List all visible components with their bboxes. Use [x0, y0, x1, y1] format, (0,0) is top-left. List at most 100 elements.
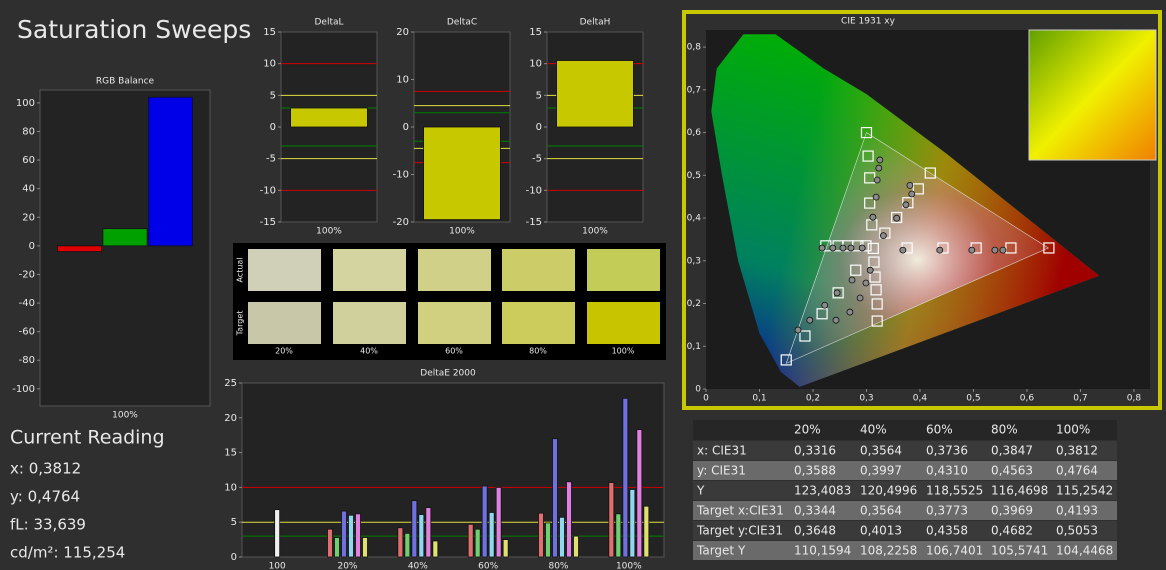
bar — [348, 514, 354, 558]
table-cell: 0,3316 — [794, 444, 836, 458]
y-tick-label: 25 — [224, 378, 237, 389]
y-tick-label: 15 — [263, 27, 276, 38]
target-marker — [902, 197, 914, 209]
actual-marker — [899, 246, 907, 254]
chart-title: DeltaC — [447, 18, 477, 28]
reading-line: cd/m²: 115,254 — [10, 544, 125, 562]
bar — [559, 516, 565, 558]
actual-marker — [879, 232, 887, 240]
x-tick-label: 40% — [408, 562, 428, 570]
y-tick-label: 0,1 — [687, 342, 701, 352]
chart-title: DeltaH — [580, 18, 611, 28]
bar — [102, 228, 148, 247]
x-tick-label: 0,2 — [806, 394, 820, 404]
bar — [615, 513, 622, 558]
bar — [545, 522, 551, 558]
actual-marker — [875, 164, 883, 172]
y-tick-label: 0 — [695, 385, 701, 395]
table-row-label: Y — [696, 484, 705, 498]
target-marker — [924, 167, 936, 179]
table-header-row — [693, 420, 1117, 440]
table-cell: 0,3564 — [860, 444, 902, 458]
table-row-label: Target Y — [696, 544, 746, 558]
x-tick-label: 100% — [316, 227, 342, 237]
table-column-header: 80% — [991, 423, 1018, 437]
target-marker — [871, 298, 883, 310]
actual-marker — [873, 176, 881, 184]
x-tick-label: 80% — [548, 562, 568, 570]
table-cell: 0,4013 — [860, 524, 902, 538]
y-tick-label: 20 — [396, 27, 409, 38]
zoom-inset — [1028, 29, 1157, 161]
x-tick-label: 0,6 — [1020, 394, 1035, 404]
y-tick-label: -5 — [532, 154, 542, 165]
actual-marker — [839, 244, 847, 252]
bar — [643, 505, 650, 558]
chart-title: CIE 1931 xy — [841, 17, 896, 27]
table-cell: 0,3736 — [926, 444, 968, 458]
table-cell: 110,1594 — [794, 544, 851, 558]
bar — [56, 245, 102, 252]
table-cell: 0,3344 — [794, 504, 836, 518]
bar — [148, 96, 194, 247]
y-tick-label: 40 — [22, 184, 35, 195]
bar — [495, 486, 502, 558]
bar — [636, 429, 643, 558]
y-tick-label: -10 — [526, 185, 542, 196]
bar — [488, 512, 495, 558]
bar — [566, 481, 572, 558]
y-tick-label: 0 — [403, 122, 409, 133]
table-cell: 0,4764 — [1056, 464, 1098, 478]
table-cell: 0,3773 — [926, 504, 968, 518]
table-cell: 0,4682 — [991, 524, 1033, 538]
chart-title: DeltaL — [314, 18, 343, 28]
table-cell: 104,4468 — [1056, 544, 1113, 558]
table-row — [693, 521, 1117, 540]
bar — [411, 500, 418, 558]
table-cell: 0,3969 — [991, 504, 1033, 518]
bar — [552, 438, 558, 558]
y-tick-label: 10 — [396, 75, 409, 86]
table-cell: 115,2542 — [1056, 484, 1113, 498]
chart-title: DeltaE 2000 — [420, 369, 476, 379]
y-tick-label: 0,4 — [687, 214, 702, 224]
swatch-column-label: 20% — [275, 347, 293, 356]
x-tick-label: 60% — [478, 562, 498, 570]
table-row — [693, 501, 1117, 520]
swatch-column-label: 40% — [360, 347, 378, 356]
actual-marker — [832, 316, 840, 324]
swatch-row-label: Target — [236, 311, 245, 337]
cie-frame — [682, 10, 1162, 410]
table-column-header: 20% — [794, 423, 821, 437]
actual-marker — [833, 289, 841, 297]
table-row — [693, 481, 1117, 500]
y-tick-label: -60 — [19, 327, 35, 338]
chart-title: RGB Balance — [96, 77, 155, 87]
y-tick-label: 5 — [231, 517, 237, 528]
swatch-column-label: 80% — [529, 347, 547, 356]
x-tick-label: 0,1 — [752, 394, 766, 404]
actual-marker — [893, 214, 901, 222]
table-cell: 118,5525 — [926, 484, 983, 498]
bar — [432, 540, 439, 558]
x-tick-label: 100% — [449, 227, 475, 237]
bar — [556, 60, 634, 128]
y-tick-label: 80 — [22, 126, 35, 137]
table-cell: 0,3997 — [860, 464, 902, 478]
y-tick-label: -10 — [393, 170, 409, 181]
y-tick-label: 0 — [231, 552, 237, 563]
y-tick-label: 60 — [22, 155, 35, 166]
target-marker — [912, 183, 924, 195]
bar — [474, 528, 481, 558]
y-tick-label: -15 — [260, 217, 276, 228]
bar — [608, 482, 615, 558]
table-row — [693, 461, 1117, 480]
bar — [397, 527, 404, 558]
actual-marker — [829, 244, 837, 252]
bar — [629, 489, 636, 558]
x-tick-label: 0,5 — [966, 394, 980, 404]
table-cell: 0,4310 — [926, 464, 968, 478]
reading-line: x: 0,3812 — [10, 460, 81, 478]
actual-marker — [906, 181, 914, 189]
